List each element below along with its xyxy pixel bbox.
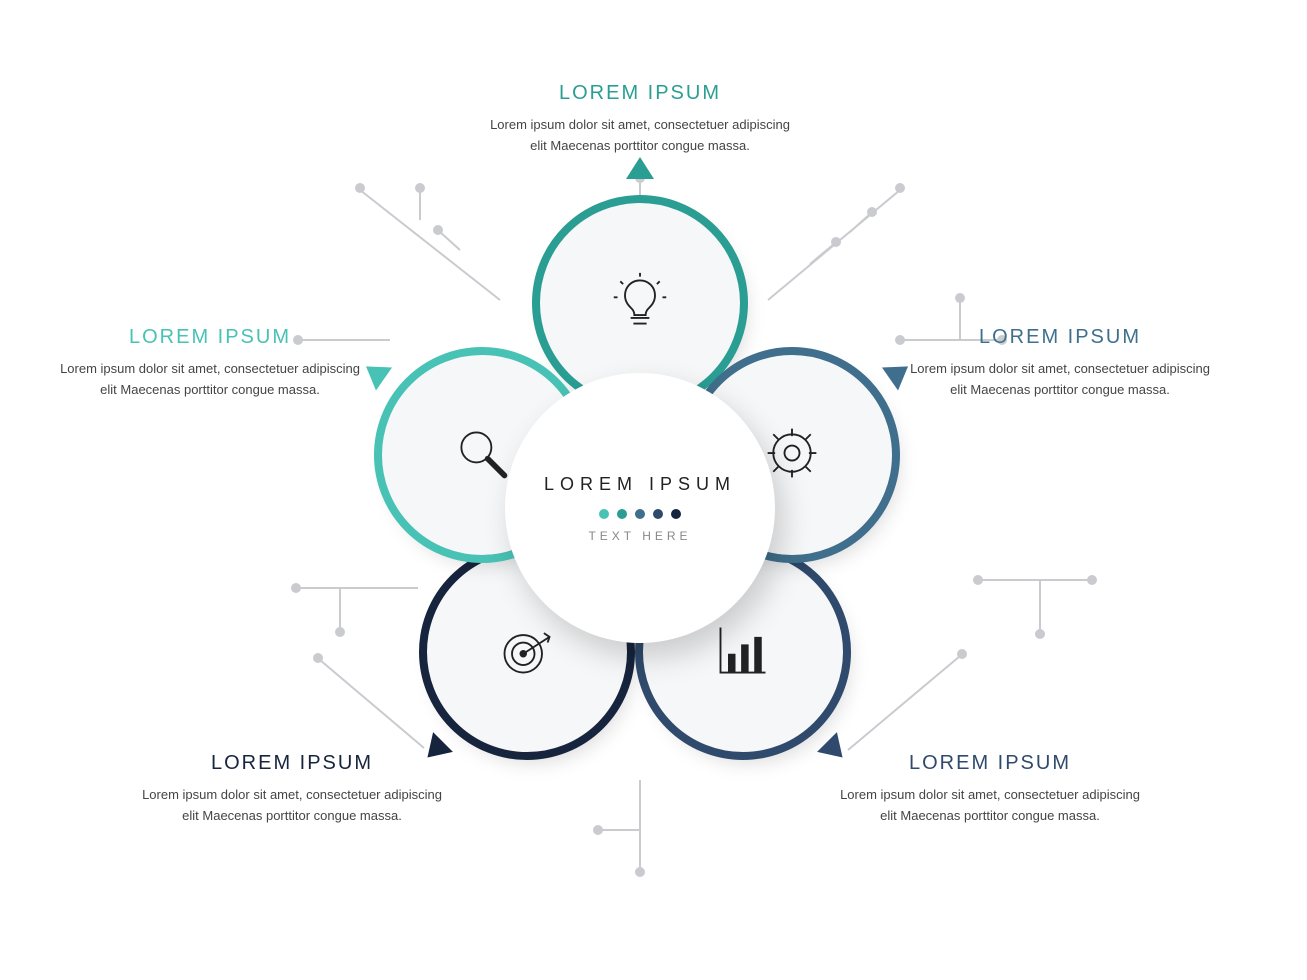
block-bottom-right: LOREM IPSUM Lorem ipsum dolor sit amet, … [840,752,1140,827]
block-bottom-left: LOREM IPSUM Lorem ipsum dolor sit amet, … [142,752,442,827]
hub-dot [599,509,609,519]
center-hub: LOREM IPSUM TEXT HERE [505,373,775,643]
block-top-body: Lorem ipsum dolor sit amet, consectetuer… [490,115,790,157]
block-left-title: LOREM IPSUM [60,326,360,349]
block-right: LOREM IPSUM Lorem ipsum dolor sit amet, … [910,326,1210,401]
block-left-body: Lorem ipsum dolor sit amet, consectetuer… [60,359,360,401]
hub-dot [653,509,663,519]
chart-icon [713,620,773,685]
hub-title: LOREM IPSUM [544,474,736,495]
infographic-canvas: LOREM IPSUM TEXT HERE LOREM IPSUM Lorem … [0,0,1307,980]
block-top-title: LOREM IPSUM [490,82,790,105]
hub-dot [635,509,645,519]
block-top: LOREM IPSUM Lorem ipsum dolor sit amet, … [490,82,790,157]
block-left: LOREM IPSUM Lorem ipsum dolor sit amet, … [60,326,360,401]
bulb-icon [610,271,670,336]
block-right-title: LOREM IPSUM [910,326,1210,349]
block-bottom-right-body: Lorem ipsum dolor sit amet, consectetuer… [840,785,1140,827]
pointer-left [358,355,392,391]
block-bottom-left-title: LOREM IPSUM [142,752,442,775]
block-right-body: Lorem ipsum dolor sit amet, consectetuer… [910,359,1210,401]
hub-dots [599,509,681,519]
search-icon [452,423,512,488]
block-bottom-left-body: Lorem ipsum dolor sit amet, consectetuer… [142,785,442,827]
hub-dot [671,509,681,519]
block-bottom-right-title: LOREM IPSUM [840,752,1140,775]
hub-subtitle: TEXT HERE [588,529,691,543]
pointer-top [626,157,654,179]
hub-dot [617,509,627,519]
target-icon [497,620,557,685]
